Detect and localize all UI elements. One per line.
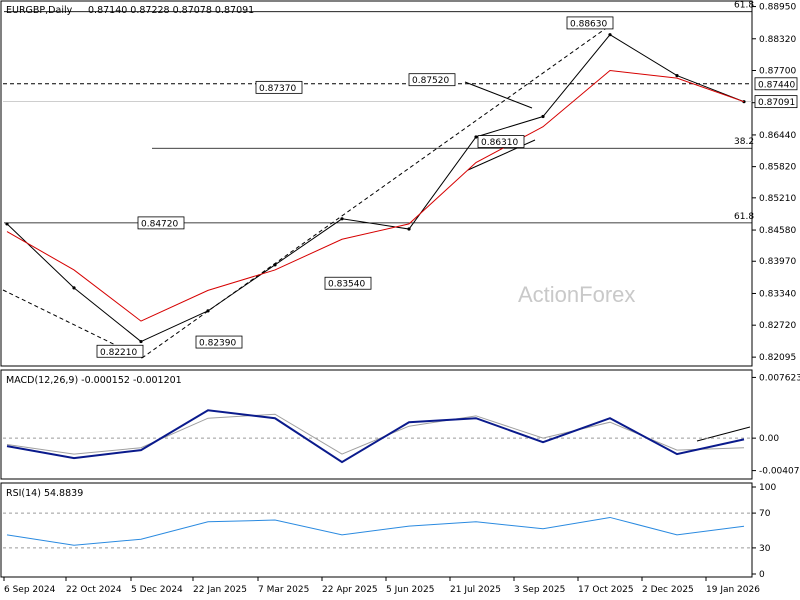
rsi-axis-label: 30: [759, 544, 771, 554]
annotation-box: 0.86310: [477, 135, 525, 148]
date-axis-label: 7 Mar 2025: [258, 585, 309, 595]
price-tag: 0.87440: [754, 77, 798, 91]
annotation-label: 0.88630: [570, 19, 607, 29]
date-axis-label: 5 Dec 2024: [131, 585, 183, 595]
price-point: [541, 114, 545, 119]
rsi-axis-label: 0: [759, 570, 765, 580]
date-axis-label: 17 Oct 2025: [578, 585, 634, 595]
price-point: [675, 74, 679, 78]
macd-panel: [0, 369, 753, 480]
price-axis-label: 0.85210: [759, 194, 796, 204]
annotation-label: 0.82390: [199, 339, 236, 349]
date-axis-label: 6 Sep 2024: [4, 585, 56, 595]
annotation-box: 0.87520: [408, 73, 456, 87]
fib-level-label: 61.8: [734, 1, 754, 11]
date-axis-label: 22 Jan 2025: [193, 585, 247, 595]
macd-line: [6, 409, 745, 464]
price-tag: 0.87091: [754, 95, 798, 109]
fib-level-label: 61.8: [734, 212, 754, 222]
macd-axis-label: -0.004073: [759, 467, 800, 477]
price-tag-label: 0.87440: [758, 80, 795, 90]
price-axis-label: 0.87700: [759, 66, 796, 76]
annotation-box: 0.84720: [137, 216, 185, 230]
rsi-axis-label: 100: [759, 483, 776, 493]
price-point: [340, 217, 344, 221]
price-panel: [0, 0, 753, 367]
annotation-label: 0.84720: [141, 219, 178, 229]
date-axis-label: 19 Jan 2026: [706, 585, 760, 595]
price-point: [474, 135, 478, 139]
annotation-box: 0.83540: [324, 276, 372, 290]
price-point: [5, 222, 9, 226]
rsi-label: RSI(14) 54.8839: [6, 488, 83, 499]
price-axis-label: 0.82720: [759, 321, 796, 331]
price-axis-label: 0.85820: [759, 163, 796, 173]
price-point: [608, 33, 612, 37]
annotation-label: 0.83540: [328, 280, 365, 290]
date-axis-label: 22 Apr 2025: [322, 585, 378, 595]
price-axis-label: 0.88950: [759, 3, 796, 13]
annotation-label: 0.82210: [100, 348, 137, 358]
annotation-box: 0.82390: [195, 335, 243, 349]
date-axis-label: 22 Oct 2024: [66, 585, 122, 595]
annotation-frame: [195, 335, 243, 349]
annotation-label: 0.86310: [481, 138, 518, 148]
annotation-label: 0.87370: [259, 84, 296, 94]
price-axis-label: 0.82095: [759, 353, 796, 363]
price-point: [273, 263, 277, 267]
ohlc-label: 0.87140 0.87228 0.87078 0.87091: [88, 5, 254, 16]
macd-divergence-line: [696, 426, 751, 442]
rsi-line: [6, 516, 745, 546]
annotation-label: 0.87520: [412, 76, 449, 86]
macd-signal-line: [6, 413, 745, 455]
date-axis-label: 5 Jun 2025: [386, 585, 434, 595]
trendline-triangle-top: [464, 81, 533, 109]
price-axis-label: 0.83970: [759, 257, 796, 267]
price-axis-label: 0.86440: [759, 131, 796, 141]
price-tag-frame: [754, 77, 798, 91]
moving-average-line: [6, 69, 745, 322]
date-axis-label: 3 Sep 2025: [514, 585, 565, 595]
price-tag-frame: [754, 95, 798, 109]
annotation-box: 0.82210: [96, 344, 144, 358]
price-point: [139, 339, 143, 344]
fib-level-label: 38.2: [734, 137, 754, 147]
price-point: [72, 286, 76, 290]
macd-axis-label: 0.007623: [759, 373, 800, 383]
symbol-label: EURGBP,Daily: [6, 5, 73, 16]
price-axis-label: 0.84580: [759, 226, 796, 236]
annotation-frame: [566, 16, 614, 30]
macd-axis-label: 0.00: [759, 434, 779, 444]
date-axis-label: 2 Dec 2025: [642, 585, 694, 595]
watermark: ActionForex: [518, 282, 635, 307]
date-axis-label: 21 Jul 2025: [450, 585, 501, 595]
annotation-frame: [408, 73, 456, 87]
annotation-frame: [477, 135, 525, 148]
trendline-up-channel: [141, 23, 613, 359]
price-point: [206, 309, 210, 313]
price-series-line: [6, 34, 745, 343]
annotation-frame: [324, 276, 372, 290]
price-tag-label: 0.87091: [758, 98, 795, 108]
annotation-frame: [96, 344, 144, 358]
annotation-frame: [255, 80, 303, 94]
rsi-axis-label: 70: [759, 509, 771, 519]
annotation-frame: [137, 216, 185, 230]
price-axis-label: 0.83340: [759, 289, 796, 299]
price-axis-label: 0.88320: [759, 35, 796, 45]
price-point: [407, 227, 411, 231]
annotation-box: 0.87370: [255, 80, 303, 94]
macd-label: MACD(12,26,9) -0.000152 -0.001201: [6, 375, 182, 386]
annotation-box: 0.88630: [566, 16, 614, 30]
